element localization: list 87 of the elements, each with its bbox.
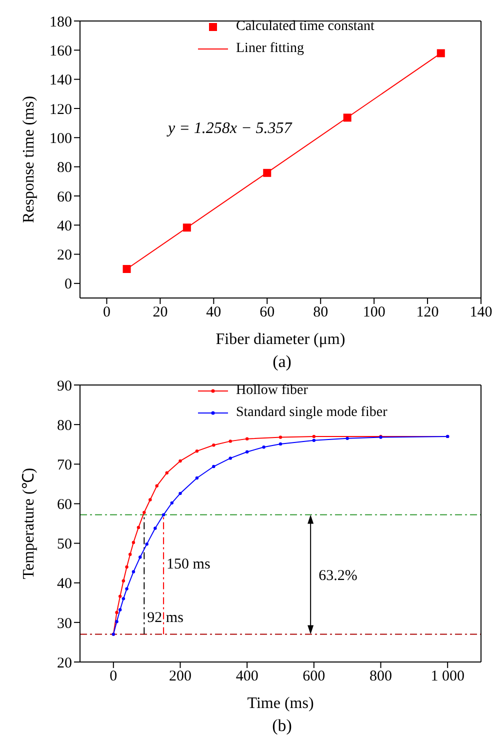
y-tick-label: 20 — [57, 248, 72, 264]
y-tick-label: 40 — [57, 576, 72, 592]
y-tick-label: 90 — [57, 378, 72, 394]
x-tick-label: 0 — [102, 304, 110, 321]
point — [148, 498, 152, 502]
x-tick-label: 60 — [260, 304, 275, 321]
point — [155, 484, 158, 488]
x-tick-label: 1 000 — [430, 668, 464, 685]
point — [125, 587, 128, 590]
y-tick-label: 60 — [57, 497, 72, 514]
y-tick-label: 80 — [57, 418, 72, 434]
y-tick-label: 30 — [57, 616, 72, 632]
y-tick-label: 70 — [57, 457, 72, 474]
x-tick-label: 80 — [313, 304, 328, 321]
x-tick-label: 40 — [206, 304, 222, 321]
annotation: 150 ms — [166, 556, 210, 572]
point — [115, 620, 118, 624]
point — [343, 114, 352, 122]
x-axis-title: Fiber diameter (μm) — [216, 331, 346, 348]
point — [118, 608, 122, 612]
y-tick-label: 80 — [57, 160, 72, 176]
point — [195, 476, 199, 480]
point — [228, 456, 232, 460]
legend-label: Liner fitting — [236, 40, 304, 58]
point — [278, 442, 282, 446]
point — [312, 438, 316, 442]
y-tick-label: 140 — [50, 72, 72, 89]
y-axis-title: Response time (ms) — [20, 96, 38, 224]
point — [245, 437, 249, 440]
point — [245, 450, 249, 454]
y-tick-label: 0 — [64, 276, 72, 293]
annotation: 92 ms — [147, 610, 184, 626]
x-tick-label: 800 — [370, 668, 392, 685]
text: (a) — [272, 352, 292, 372]
legend-label: Calculated time constant — [236, 18, 374, 36]
x-tick-label: 400 — [236, 668, 258, 685]
point — [278, 436, 282, 439]
y-tick-label: 160 — [50, 43, 72, 60]
point — [178, 459, 182, 463]
x-tick-label: 200 — [169, 668, 192, 685]
point — [118, 594, 122, 598]
point — [136, 526, 140, 530]
annotation: 63.2% — [318, 568, 358, 584]
x-tick-label: 140 — [470, 304, 492, 321]
point — [212, 464, 216, 468]
point — [115, 610, 118, 614]
point — [182, 224, 191, 232]
point — [165, 471, 168, 474]
x-tick-label: 0 — [110, 668, 118, 685]
y-tick-label: 180 — [50, 14, 72, 30]
point — [346, 436, 349, 440]
point — [195, 449, 199, 453]
point — [312, 434, 316, 438]
point — [170, 501, 174, 505]
x-tick-label: 20 — [152, 304, 168, 321]
text: (b) — [271, 716, 293, 736]
point — [145, 542, 148, 546]
y-tick-label: 60 — [57, 189, 72, 206]
legend-label: Standard single mode fiber — [236, 404, 388, 422]
y-axis-title: Temperature (℃) — [20, 468, 38, 580]
point — [228, 440, 232, 443]
point — [122, 597, 126, 600]
y-tick-label: 20 — [57, 655, 72, 672]
point — [122, 579, 126, 582]
point — [178, 492, 182, 496]
y-tick-label: 120 — [50, 102, 72, 118]
point — [128, 552, 132, 556]
point — [132, 570, 136, 574]
point — [132, 540, 136, 544]
y-tick-label: 40 — [57, 218, 72, 234]
point — [138, 556, 142, 559]
point — [125, 565, 128, 569]
point — [162, 513, 166, 516]
x-tick-label: 100 — [362, 304, 386, 321]
point — [154, 526, 157, 530]
point — [212, 444, 216, 447]
x-tick-label: 600 — [302, 668, 326, 685]
point — [122, 264, 131, 273]
y-tick-label: 100 — [50, 130, 72, 147]
annotation: y = 1.258x − 5.357 — [168, 120, 292, 138]
point — [262, 446, 266, 449]
x-tick-label: 120 — [416, 304, 439, 321]
point — [436, 49, 445, 58]
y-tick-label: 50 — [57, 536, 72, 553]
point — [263, 168, 272, 177]
x-axis-title: Time (ms) — [247, 695, 314, 712]
point — [142, 510, 146, 514]
